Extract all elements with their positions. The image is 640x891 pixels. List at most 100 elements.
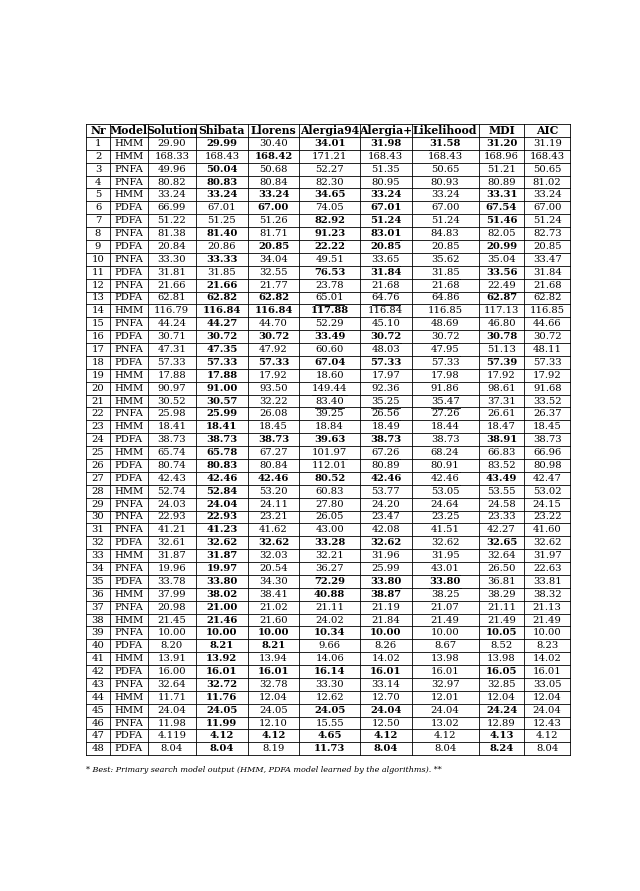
Text: 38.32: 38.32: [533, 590, 561, 599]
Text: HMM: HMM: [114, 706, 143, 715]
Text: 42.46: 42.46: [370, 474, 401, 483]
Text: 24.05: 24.05: [206, 706, 237, 715]
Text: 32.55: 32.55: [259, 267, 288, 277]
Text: HMM: HMM: [114, 396, 143, 405]
Text: 16.01: 16.01: [533, 667, 561, 676]
Text: 14.06: 14.06: [316, 654, 344, 663]
Text: 10.00: 10.00: [206, 628, 237, 637]
Text: 34.65: 34.65: [314, 191, 346, 200]
Text: PDFA: PDFA: [115, 203, 143, 212]
Text: 19.96: 19.96: [157, 564, 186, 573]
Text: 8.21: 8.21: [210, 642, 234, 650]
Text: 21.19: 21.19: [371, 602, 400, 611]
Text: 27: 27: [92, 474, 104, 483]
Text: 26: 26: [92, 461, 104, 470]
Text: 60.60: 60.60: [316, 345, 344, 354]
Text: 34.30: 34.30: [259, 576, 288, 586]
Text: 38.25: 38.25: [431, 590, 460, 599]
Text: 31.87: 31.87: [157, 552, 186, 560]
Text: 23.78: 23.78: [316, 281, 344, 290]
Text: 31.87: 31.87: [206, 552, 237, 560]
Text: 168.43: 168.43: [204, 151, 239, 160]
Text: 21.60: 21.60: [259, 616, 288, 625]
Text: 65.78: 65.78: [206, 448, 237, 457]
Text: 112.01: 112.01: [312, 461, 348, 470]
Text: 91.00: 91.00: [206, 384, 237, 393]
Text: 116.84: 116.84: [254, 307, 292, 315]
Text: 45.10: 45.10: [371, 319, 400, 328]
Text: 38.87: 38.87: [370, 590, 401, 599]
Text: 32.62: 32.62: [206, 538, 237, 547]
Text: PNFA: PNFA: [115, 281, 143, 290]
Text: PDFA: PDFA: [115, 435, 143, 445]
Text: 37.31: 37.31: [487, 396, 516, 405]
Text: 18.47: 18.47: [487, 422, 516, 431]
Text: 11.76: 11.76: [206, 693, 237, 702]
Text: Alergia94: Alergia94: [300, 125, 359, 136]
Text: 21.68: 21.68: [533, 281, 561, 290]
Text: 23.47: 23.47: [371, 512, 400, 521]
Text: 33.80: 33.80: [206, 576, 237, 586]
Text: 21.13: 21.13: [532, 602, 562, 611]
Text: 24.11: 24.11: [259, 500, 288, 509]
Text: HMM: HMM: [114, 590, 143, 599]
Text: 80.84: 80.84: [259, 177, 288, 186]
Text: 62.87: 62.87: [486, 293, 517, 302]
Text: 67.01: 67.01: [370, 203, 401, 212]
Text: 21.45: 21.45: [157, 616, 186, 625]
Text: 80.89: 80.89: [487, 177, 516, 186]
Text: 13: 13: [92, 293, 104, 302]
Text: 12.04: 12.04: [259, 693, 288, 702]
Text: 80.91: 80.91: [431, 461, 460, 470]
Text: 30.72: 30.72: [206, 332, 237, 341]
Text: 25.98: 25.98: [157, 409, 186, 419]
Text: 24.03: 24.03: [157, 500, 186, 509]
Text: 72.29: 72.29: [314, 576, 345, 586]
Text: 12.89: 12.89: [487, 718, 516, 728]
Text: PDFA: PDFA: [115, 217, 143, 225]
Text: 31.95: 31.95: [431, 552, 460, 560]
Text: 64.86: 64.86: [431, 293, 460, 302]
Text: 12.62: 12.62: [316, 693, 344, 702]
Text: 15.55: 15.55: [316, 718, 344, 728]
Text: 13.92: 13.92: [206, 654, 237, 663]
Text: PNFA: PNFA: [115, 500, 143, 509]
Text: 20.85: 20.85: [370, 242, 401, 251]
Text: 12.04: 12.04: [487, 693, 516, 702]
Text: 32.62: 32.62: [370, 538, 401, 547]
Text: 80.74: 80.74: [157, 461, 186, 470]
Text: 17.97: 17.97: [371, 371, 400, 380]
Text: 12.70: 12.70: [371, 693, 400, 702]
Text: 21.68: 21.68: [431, 281, 460, 290]
Text: PNFA: PNFA: [115, 602, 143, 611]
Text: 32.85: 32.85: [487, 680, 516, 689]
Text: 33.28: 33.28: [314, 538, 345, 547]
Text: 51.35: 51.35: [371, 165, 400, 174]
Text: HMM: HMM: [114, 654, 143, 663]
Text: 45: 45: [92, 706, 104, 715]
Text: 62.82: 62.82: [258, 293, 289, 302]
Text: 8.04: 8.04: [434, 744, 456, 753]
Text: 24.04: 24.04: [532, 706, 562, 715]
Text: 48.69: 48.69: [431, 319, 460, 328]
Text: 33.05: 33.05: [533, 680, 561, 689]
Text: 50.65: 50.65: [431, 165, 460, 174]
Text: 10.00: 10.00: [431, 628, 460, 637]
Text: 83.40: 83.40: [316, 396, 344, 405]
Text: 8.04: 8.04: [536, 744, 559, 753]
Text: 42.46: 42.46: [206, 474, 237, 483]
Text: 171.21: 171.21: [312, 151, 348, 160]
Text: 18.41: 18.41: [157, 422, 186, 431]
Text: Shibata: Shibata: [198, 125, 245, 136]
Text: 32.78: 32.78: [259, 680, 288, 689]
Text: 24.15: 24.15: [532, 500, 562, 509]
Text: 21: 21: [92, 396, 104, 405]
Text: PDFA: PDFA: [115, 332, 143, 341]
Text: PNFA: PNFA: [115, 680, 143, 689]
Text: 26.61: 26.61: [487, 409, 516, 419]
Text: 24.24: 24.24: [486, 706, 517, 715]
Text: 21.49: 21.49: [532, 616, 562, 625]
Text: 13.91: 13.91: [157, 654, 186, 663]
Text: 51.46: 51.46: [486, 217, 517, 225]
Text: 4: 4: [95, 177, 101, 186]
